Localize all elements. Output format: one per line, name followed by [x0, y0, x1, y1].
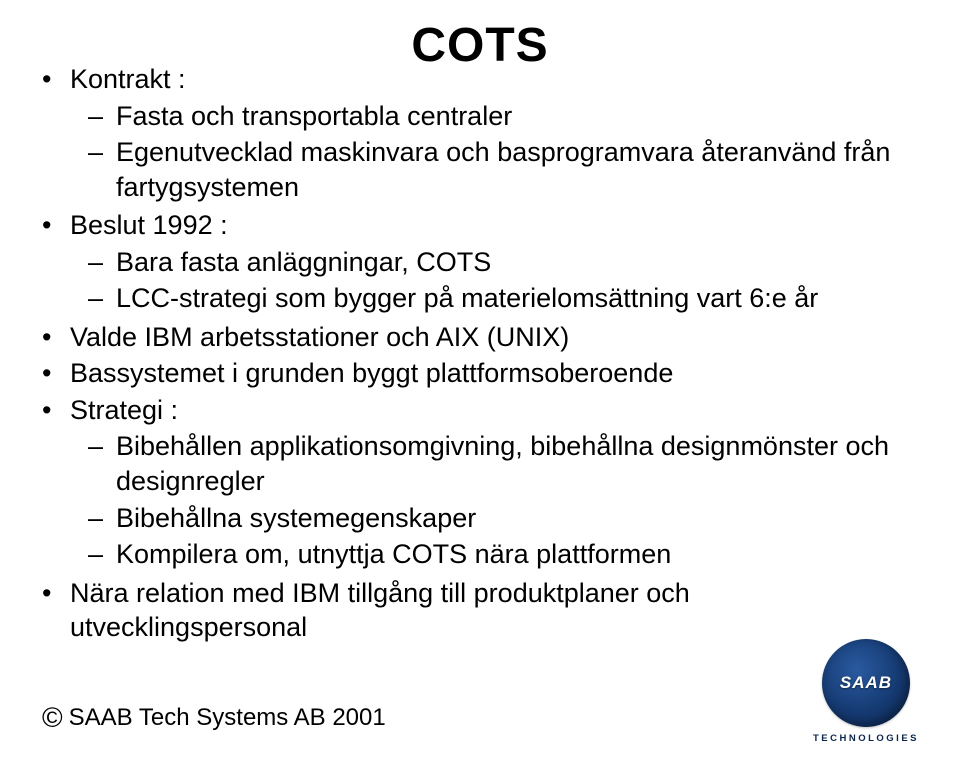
copyright-symbol: ©: [42, 702, 63, 733]
logo-subline: TECHNOLOGIES: [806, 733, 926, 744]
bullet-l1: Nära relation med IBM tillgång till prod…: [42, 576, 900, 645]
slide: COTS Kontrakt : Fasta och transportabla …: [0, 0, 960, 762]
footer: ©SAAB Tech Systems AB 2001: [42, 702, 386, 734]
bullet-l2: Kompilera om, utnyttja COTS nära plattfo…: [88, 537, 900, 572]
bullet-l2: Bibehållen applikationsomgivning, bibehå…: [88, 429, 900, 498]
bullet-l1: Strategi : Bibehållen applikationsomgivn…: [42, 393, 900, 572]
bullet-l1: Beslut 1992 : Bara fasta anläggningar, C…: [42, 208, 900, 316]
bullet-l2: Bara fasta anläggningar, COTS: [88, 245, 900, 280]
bullet-text: Kompilera om, utnyttja COTS nära plattfo…: [116, 539, 671, 569]
company-logo: SAAB TECHNOLOGIES: [806, 639, 926, 744]
logo-brand: SAAB: [840, 673, 892, 693]
bullet-text: Bibehållna systemegenskaper: [116, 503, 476, 533]
bullet-l1: Valde IBM arbetsstationer och AIX (UNIX): [42, 320, 900, 355]
bullet-l1: Kontrakt : Fasta och transportabla centr…: [42, 62, 900, 204]
bullet-text: Beslut 1992 :: [70, 210, 228, 240]
bullet-text: Valde IBM arbetsstationer och AIX (UNIX): [70, 322, 569, 352]
bullet-text: Bassystemet i grunden byggt plattformsob…: [70, 358, 673, 388]
bullet-l2: Egenutvecklad maskinvara och basprogramv…: [88, 135, 900, 204]
bullet-l2: Bibehållna systemegenskaper: [88, 501, 900, 536]
bullet-text: Fasta och transportabla centraler: [116, 101, 512, 131]
footer-text: SAAB Tech Systems AB 2001: [69, 704, 386, 731]
bullet-l2: Fasta och transportabla centraler: [88, 99, 900, 134]
logo-circle-icon: SAAB: [822, 639, 910, 727]
bullet-text: Egenutvecklad maskinvara och basprogramv…: [116, 137, 890, 202]
bullet-l1: Bassystemet i grunden byggt plattformsob…: [42, 356, 900, 391]
bullet-text: Bibehållen applikationsomgivning, bibehå…: [116, 431, 889, 496]
bullet-l2: LCC-strategi som bygger på materielomsät…: [88, 281, 900, 316]
slide-body: Kontrakt : Fasta och transportabla centr…: [42, 62, 900, 647]
bullet-text: Bara fasta anläggningar, COTS: [116, 247, 491, 277]
bullet-text: LCC-strategi som bygger på materielomsät…: [116, 283, 818, 313]
bullet-text: Nära relation med IBM tillgång till prod…: [70, 578, 690, 643]
bullet-text: Kontrakt :: [70, 64, 186, 94]
bullet-text: Strategi :: [70, 395, 178, 425]
